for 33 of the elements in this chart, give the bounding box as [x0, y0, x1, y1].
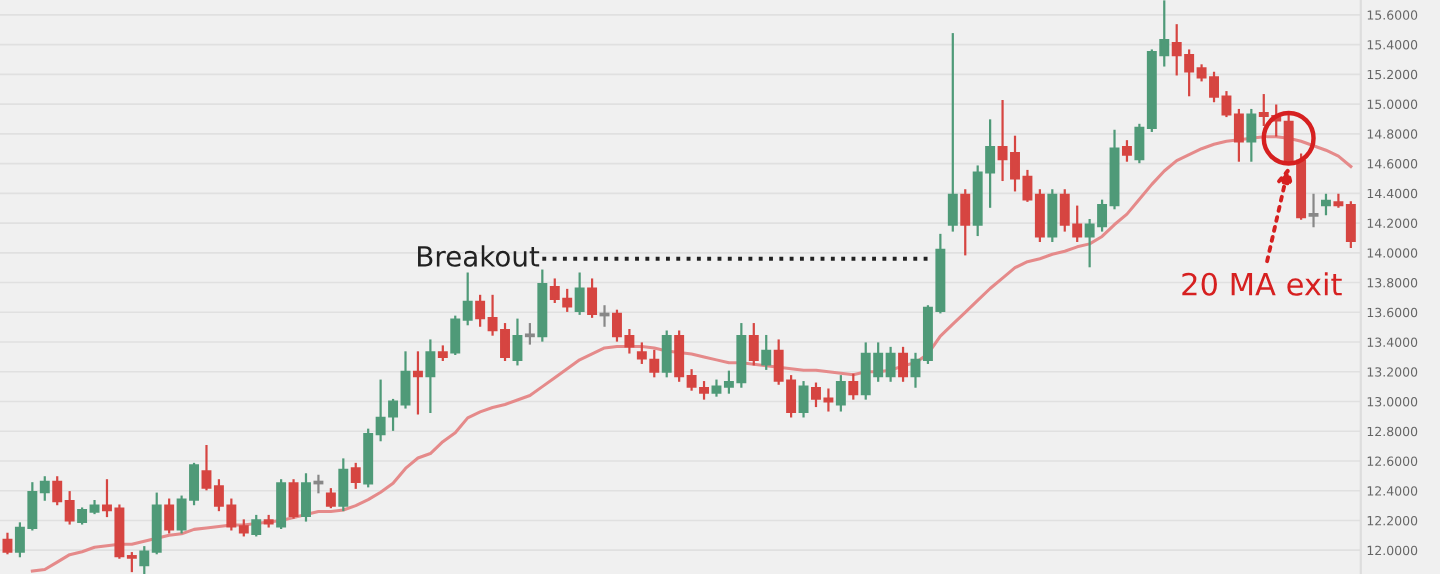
candlestick: [425, 339, 436, 414]
candlestick: [288, 479, 299, 519]
candlestick: [524, 323, 535, 345]
candlestick: [1047, 189, 1058, 243]
candlestick: [636, 342, 647, 364]
candlestick: [2, 532, 13, 555]
candlestick: [748, 323, 759, 366]
candlestick: [649, 349, 660, 378]
candlestick: [276, 479, 287, 530]
candlestick: [761, 334, 772, 370]
candlestick: [350, 462, 361, 489]
candlestick: [301, 473, 311, 522]
candlestick: [1121, 140, 1132, 162]
candlestick: [512, 318, 523, 366]
candlestick: [313, 474, 324, 494]
candlestick: [164, 498, 175, 534]
candlestick: [338, 458, 349, 512]
candlestick: [251, 514, 262, 537]
candlestick: [587, 278, 598, 318]
candlestick: [1321, 193, 1331, 216]
candlestick: [574, 272, 585, 315]
annotation: 20 MA exit: [1182, 272, 1342, 296]
candlestick: [835, 375, 846, 412]
candlestick: [947, 33, 958, 232]
candlestick: [1308, 193, 1319, 228]
candlestick: [798, 381, 809, 418]
candlestick: [412, 351, 423, 415]
candlestick: [1246, 108, 1257, 162]
candlestick: [898, 346, 909, 382]
candlestick: [848, 373, 859, 400]
candlestick: [960, 189, 971, 256]
series-label: Breakout: [418, 245, 540, 267]
candlestick: [661, 330, 672, 378]
